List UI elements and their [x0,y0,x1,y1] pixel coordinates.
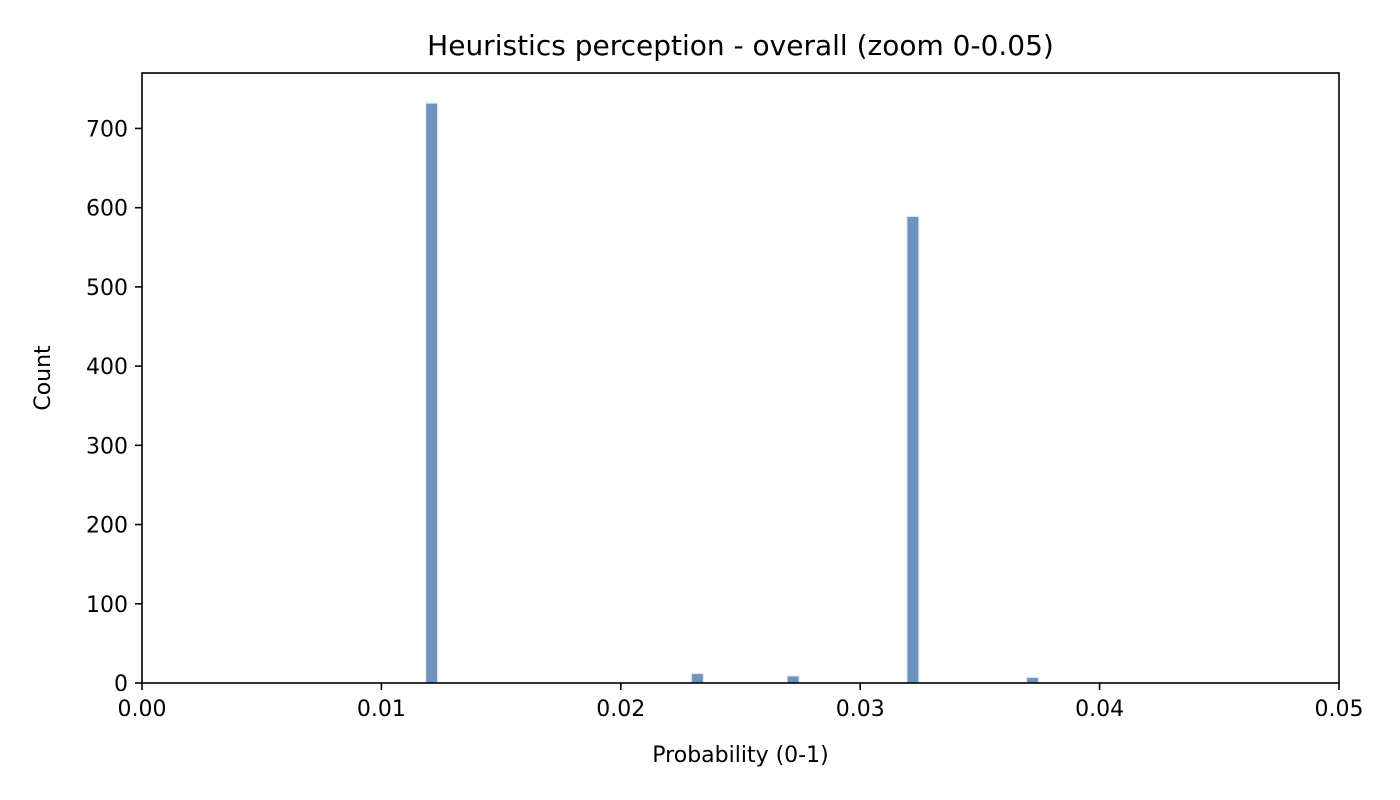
histogram-bar [425,102,439,684]
x-tick-label: 0.05 [1315,697,1364,722]
y-tick-label: 600 [86,197,128,222]
y-axis-ticks: 0 100 200 300 400 500 600 700 [86,117,142,697]
x-tick-label: 0.03 [836,697,885,722]
y-tick-label: 200 [86,514,128,539]
y-tick-label: 0 [114,672,128,697]
x-tick-label: 0.02 [596,697,645,722]
x-axis-ticks: 0.00 0.01 0.02 0.03 0.04 0.05 [118,683,1364,722]
x-axis-label: Probability (0-1) [652,743,828,768]
y-tick-label: 500 [86,276,128,301]
histogram-bar [1025,676,1040,684]
y-tick-label: 100 [86,593,128,618]
plot-border [141,72,1340,684]
histogram-bar [690,672,704,684]
plot-area [142,73,1339,683]
histogram-bar [906,215,920,684]
y-tick-label: 300 [86,434,128,459]
chart-title: Heuristics perception - overall (zoom 0-… [427,29,1054,62]
y-tick-label: 400 [86,355,128,380]
x-tick-label: 0.00 [118,697,167,722]
histogram-bar [786,675,800,684]
y-tick-label: 700 [86,117,128,142]
x-tick-label: 0.01 [357,697,406,722]
y-axis-label: Count [31,345,56,411]
x-tick-label: 0.04 [1075,697,1124,722]
